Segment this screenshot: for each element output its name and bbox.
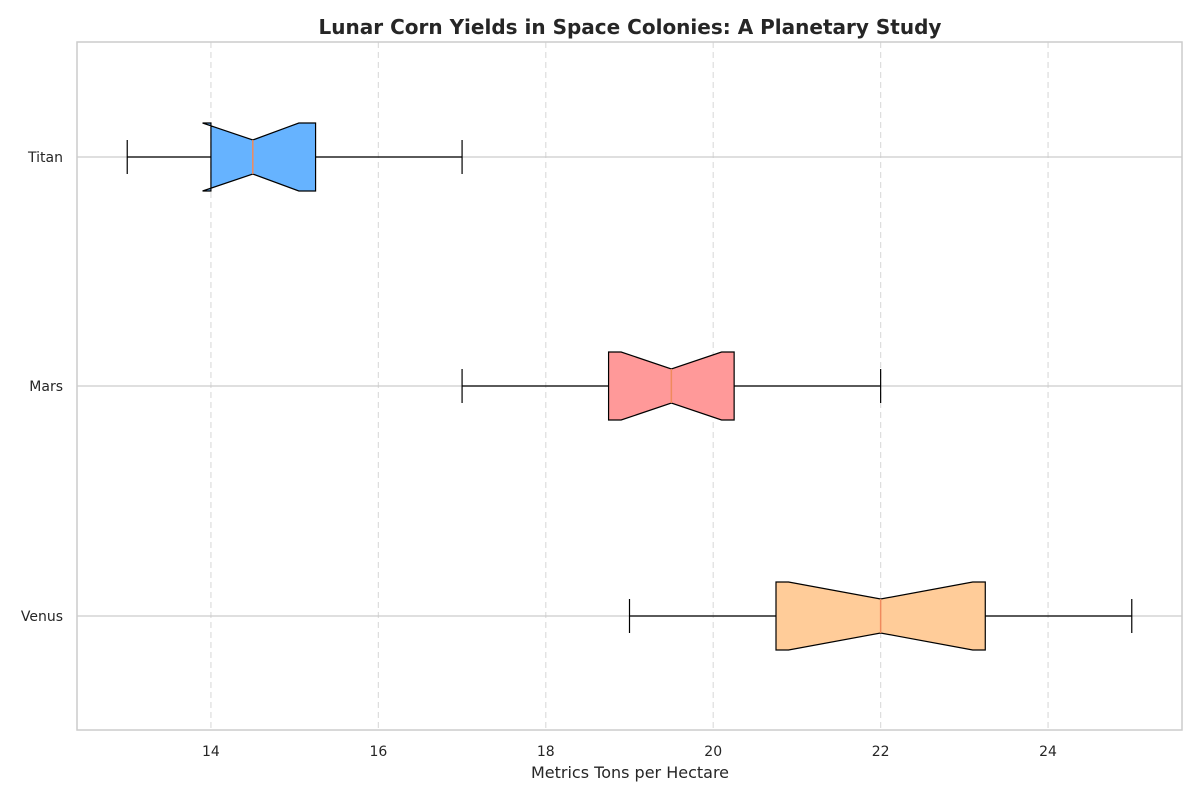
x-axis-label: Metrics Tons per Hectare bbox=[531, 763, 729, 782]
x-tick-label: 20 bbox=[704, 744, 722, 760]
x-tick-label: 18 bbox=[537, 744, 555, 760]
box-layer bbox=[126, 122, 1133, 651]
y-tick-label: Venus bbox=[21, 609, 63, 625]
notched-box bbox=[202, 122, 317, 192]
tick-layer: 14 16 18 20 22 24 Venus Mars Titan bbox=[21, 150, 1057, 760]
box-venus bbox=[628, 581, 1133, 651]
x-tick-label: 22 bbox=[872, 744, 890, 760]
x-tick-label: 14 bbox=[202, 744, 220, 760]
x-tick-label: 24 bbox=[1039, 744, 1057, 760]
plot-frame bbox=[76, 41, 1183, 731]
box-titan bbox=[126, 122, 463, 192]
chart-title: Lunar Corn Yields in Space Colonies: A P… bbox=[319, 15, 942, 39]
y-tick-label: Mars bbox=[29, 379, 63, 395]
x-tick-label: 16 bbox=[369, 744, 387, 760]
box-mars bbox=[461, 351, 882, 421]
y-tick-label: Titan bbox=[27, 150, 63, 166]
